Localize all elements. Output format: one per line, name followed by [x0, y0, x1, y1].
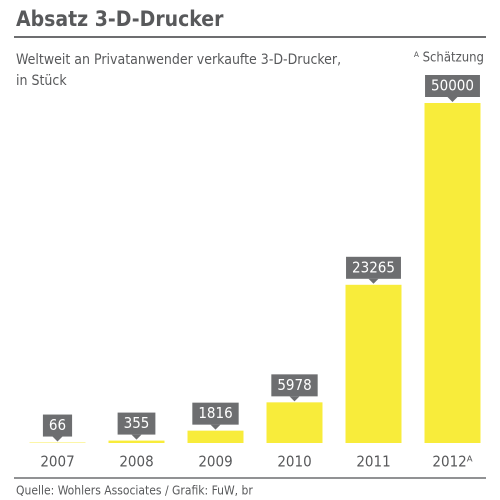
x-tick-label: 2012ᴬ	[432, 453, 472, 471]
value-label-box	[271, 374, 318, 397]
bar	[108, 440, 165, 443]
value-label-box	[425, 75, 480, 97]
bar	[345, 284, 402, 443]
value-label-pointer	[131, 434, 142, 440]
x-tick-label: 2010	[277, 453, 311, 471]
chart-title: Absatz 3-D-Drucker	[16, 7, 224, 31]
bar	[266, 402, 323, 443]
value-label-box	[117, 412, 156, 435]
x-tick-label: 2007	[40, 453, 74, 471]
value-label: 23265	[352, 258, 395, 276]
subtitle: in Stück	[16, 73, 67, 89]
value-label: 355	[124, 414, 150, 432]
subtitle: Weltweit an Privatanwender verkaufte 3-D…	[16, 52, 341, 68]
value-label-pointer	[210, 424, 221, 430]
value-label: 50000	[431, 77, 474, 95]
value-label-pointer	[368, 278, 379, 284]
source: Quelle: Wohlers Associates / Grafik: FuW…	[16, 484, 253, 498]
value-label-pointer	[447, 97, 458, 102]
x-tick-label: 2011	[356, 453, 390, 471]
value-label-box	[192, 402, 239, 425]
value-label-pointer	[289, 396, 300, 402]
value-label-pointer	[52, 436, 63, 442]
value-label-box	[42, 414, 73, 437]
x-tick-label: 2008	[119, 453, 153, 471]
value-label: 5978	[277, 376, 311, 394]
bar	[424, 103, 481, 443]
bar	[187, 430, 244, 443]
value-label: 1816	[198, 404, 232, 422]
note: ᴬ Schätzung	[414, 51, 484, 66]
value-label: 66	[49, 416, 66, 434]
x-tick-label: 2009	[198, 453, 232, 471]
value-label-box	[346, 256, 401, 279]
